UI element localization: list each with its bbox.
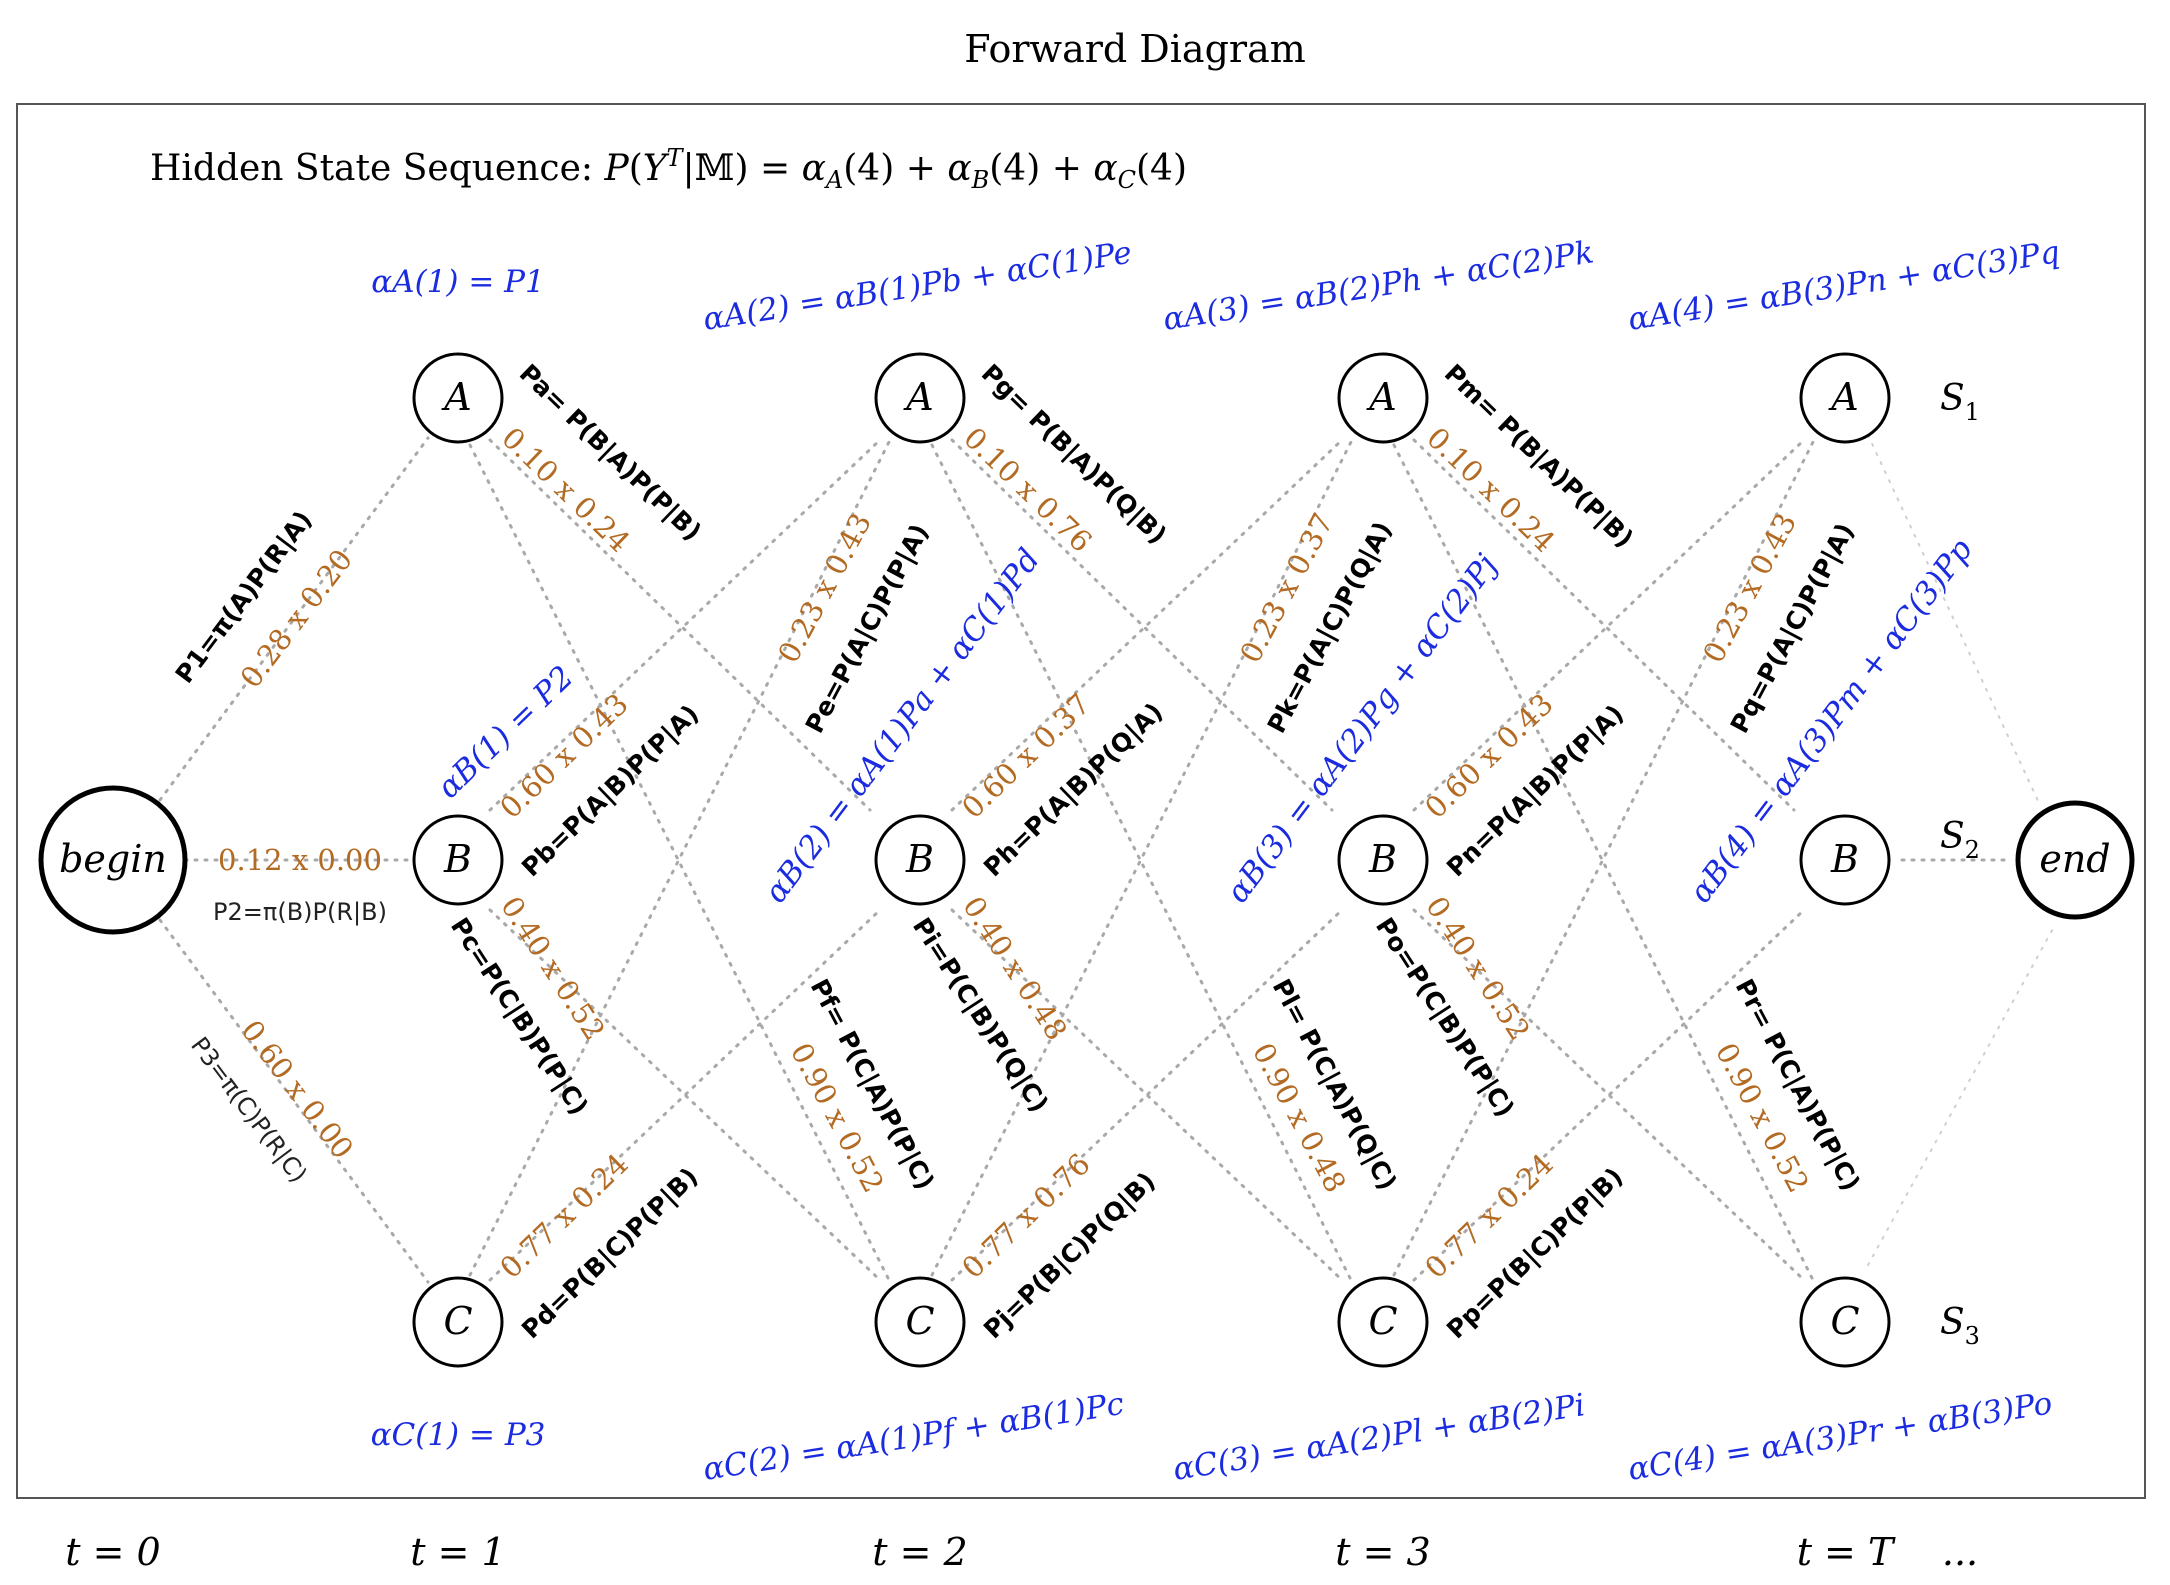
svg-text:B: B (905, 837, 934, 881)
node-B-t2: B (874, 814, 966, 906)
state-label-s3: S3 (1940, 1302, 1980, 1350)
diagram-frame (16, 103, 2146, 1499)
svg-text:Hidden State Sequence:: Hidden State Sequence: P(YT|𝕄) = αA(4) +… (150, 144, 1187, 194)
svg-text:end: end (2039, 837, 2110, 881)
node-A-t2: A (874, 352, 966, 444)
node-C-t2: C (874, 1276, 966, 1368)
alpha-A2: αA(2) = αB(1)Pb + αC(1)Pe (701, 235, 1135, 338)
node-end: end (2015, 800, 2135, 920)
svg-text:C: C (443, 1299, 472, 1343)
time-t1: t = 1 (410, 1530, 505, 1574)
node-B-t4: B (1799, 814, 1891, 906)
num-p2: 0.12 x 0.00 (218, 843, 382, 877)
state-label-s1: S1 (1940, 378, 1980, 426)
alpha-C1: αC(1) = P3 (371, 1417, 546, 1453)
node-A-t1: A (412, 352, 504, 444)
label-p2: P2=π(B)P(R|B) (213, 898, 387, 926)
alpha-A4: αA(4) = αB(3)Pn + αC(3)Pq (1626, 234, 2063, 338)
time-t0: t = 0 (65, 1530, 160, 1574)
num-p3: 0.60 x 0.00 (234, 1014, 360, 1165)
node-C-t4: C (1799, 1276, 1891, 1368)
node-C-t3: C (1337, 1276, 1429, 1368)
svg-text:A: A (1828, 375, 1858, 419)
node-C-t1: C (412, 1276, 504, 1368)
svg-text:C: C (905, 1299, 934, 1343)
node-B-t1: B (412, 814, 504, 906)
alpha-A1: αA(1) = P1 (371, 264, 545, 300)
alpha-C4: αC(4) = αA(3)Pr + αB(3)Po (1626, 1385, 2055, 1488)
time-t2: t = 2 (872, 1530, 967, 1574)
time-t3: t = 3 (1335, 1530, 1430, 1574)
state-label-s2: S2 (1940, 816, 1980, 864)
svg-text:begin: begin (59, 837, 167, 881)
node-A-t3: A (1337, 352, 1429, 444)
node-begin: begin (38, 785, 188, 935)
node-B-t3: B (1337, 814, 1429, 906)
svg-text:B: B (1830, 837, 1859, 881)
edges (158, 434, 2056, 1284)
svg-text:B: B (443, 837, 472, 881)
svg-text:B: B (1368, 837, 1397, 881)
alpha-C3: αC(3) = αA(2)Pl + αB(2)Pi (1171, 1387, 1588, 1488)
time-ellipsis: ... (1942, 1530, 1978, 1574)
header-formula: Hidden State Sequence: P(YT|𝕄) = αA(4) +… (150, 144, 1187, 194)
node-A-t4: A (1799, 352, 1891, 444)
time-tT: t = T (1797, 1530, 1896, 1574)
svg-text:A: A (441, 375, 471, 419)
svg-text:A: A (1366, 375, 1396, 419)
svg-text:C: C (1830, 1299, 1859, 1343)
alpha-C2: αC(2) = αA(1)Pf + αB(1)Pc (701, 1386, 1127, 1488)
svg-text:A: A (903, 375, 933, 419)
alpha-A3: αA(3) = αB(2)Ph + αC(2)Pk (1161, 234, 1597, 338)
diagram-title: Forward Diagram (964, 27, 1306, 71)
svg-text:C: C (1368, 1299, 1397, 1343)
